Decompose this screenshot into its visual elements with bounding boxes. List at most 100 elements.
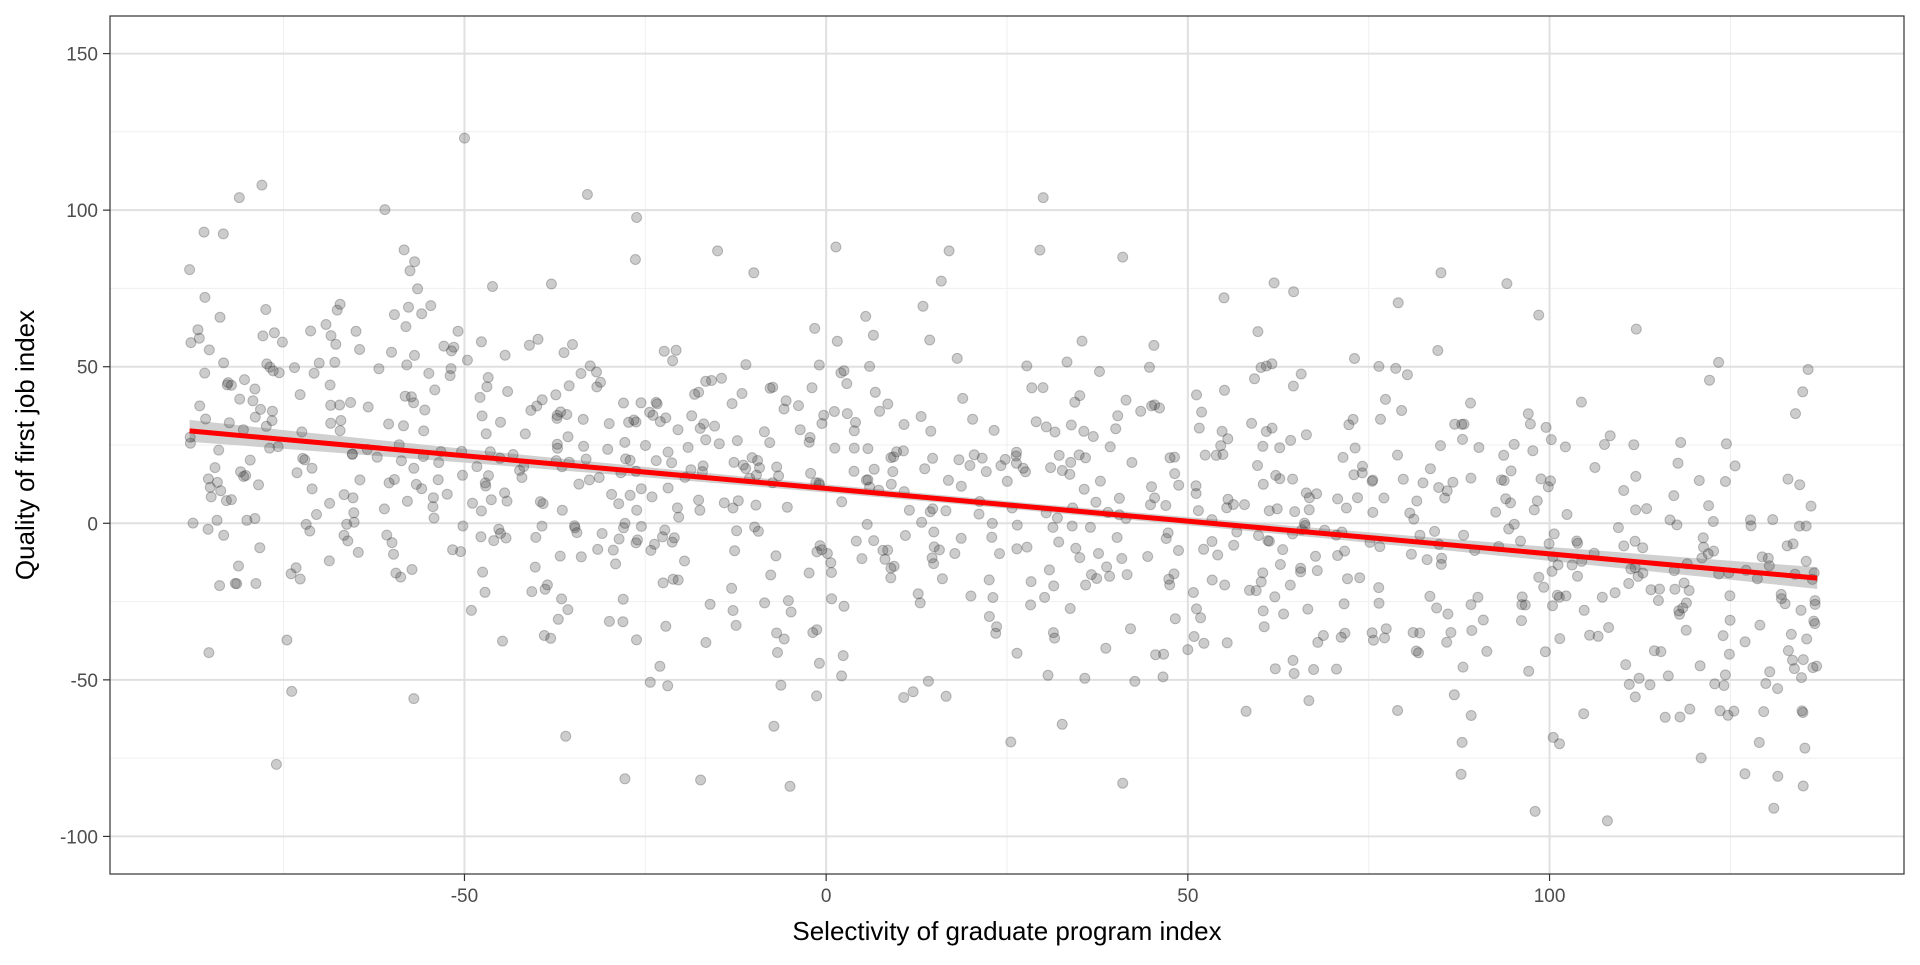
data-point — [619, 773, 631, 785]
data-point — [1380, 623, 1392, 635]
data-point — [860, 310, 872, 322]
data-point — [1407, 627, 1419, 638]
data-point — [525, 404, 537, 416]
data-point — [1465, 599, 1477, 611]
data-point — [514, 464, 526, 476]
data-point — [888, 451, 900, 463]
data-point — [1269, 591, 1281, 603]
data-point — [967, 413, 979, 425]
data-point — [826, 593, 838, 605]
data-point — [752, 525, 764, 537]
data-point — [1100, 642, 1112, 654]
data-point — [1424, 590, 1436, 602]
data-point — [654, 660, 666, 672]
data-point — [1435, 440, 1446, 452]
data-point — [1065, 419, 1077, 431]
data-point — [1308, 664, 1320, 675]
data-point — [877, 544, 889, 556]
data-point — [1529, 805, 1541, 817]
data-point — [448, 341, 460, 353]
data-point — [811, 546, 823, 558]
data-point — [244, 454, 256, 466]
data-point — [994, 548, 1005, 560]
data-point — [1021, 541, 1033, 553]
data-point — [338, 489, 350, 501]
data-point — [631, 504, 643, 516]
data-point — [1620, 659, 1632, 671]
data-point — [654, 416, 666, 428]
data-point — [837, 650, 849, 662]
data-point — [635, 520, 647, 532]
data-point — [1288, 286, 1300, 298]
data-point — [1244, 584, 1255, 596]
data-point — [211, 476, 223, 488]
y-axis: -100 -50 0 50 100 150 — [60, 45, 110, 848]
data-point — [1142, 551, 1154, 562]
data-point — [1445, 627, 1457, 638]
data-point — [1268, 277, 1280, 289]
data-point — [1807, 662, 1819, 674]
data-point — [537, 498, 549, 510]
data-point — [1392, 297, 1404, 309]
data-point — [569, 520, 580, 532]
data-point — [1675, 437, 1687, 448]
data-point — [602, 443, 614, 455]
data-point — [1260, 426, 1272, 437]
data-point — [457, 469, 468, 481]
data-point — [1021, 360, 1033, 372]
data-point — [1269, 663, 1281, 675]
data-point — [1481, 645, 1493, 657]
data-point — [1718, 680, 1730, 691]
data-point — [1257, 605, 1269, 617]
data-point — [1704, 374, 1715, 386]
data-point — [1604, 430, 1616, 442]
data-point — [1037, 192, 1049, 204]
data-point — [862, 474, 874, 486]
data-point — [731, 525, 743, 537]
data-point — [388, 548, 399, 560]
data-point — [1775, 588, 1787, 600]
data-point — [606, 488, 618, 500]
data-point — [334, 298, 346, 310]
x-tick-label: 100 — [1534, 886, 1566, 907]
data-point — [1017, 462, 1029, 474]
data-point — [592, 543, 604, 555]
data-point — [345, 397, 357, 408]
data-point — [831, 335, 843, 347]
data-point — [341, 518, 353, 530]
data-point — [1559, 441, 1571, 453]
data-point — [1527, 445, 1539, 457]
data-point — [1367, 474, 1379, 486]
data-point — [1465, 710, 1477, 721]
data-point — [1508, 438, 1520, 450]
data-point — [933, 544, 945, 556]
data-point — [1262, 535, 1274, 547]
data-point — [1048, 580, 1060, 592]
data-point — [1182, 644, 1194, 656]
data-point — [519, 428, 531, 440]
data-point — [200, 413, 212, 425]
data-point — [712, 245, 724, 257]
data-point — [1295, 368, 1307, 380]
data-point — [552, 613, 564, 625]
data-point — [660, 620, 672, 632]
data-point — [1113, 492, 1125, 504]
data-point — [1338, 598, 1350, 610]
data-point — [591, 381, 603, 393]
data-point — [286, 685, 298, 697]
data-point — [1767, 514, 1779, 526]
data-point — [784, 780, 796, 792]
data-point — [1252, 326, 1264, 338]
data-point — [205, 491, 217, 503]
data-point — [562, 431, 574, 443]
data-point — [325, 330, 337, 342]
data-point — [630, 537, 642, 549]
data-point — [571, 527, 583, 539]
data-point — [835, 367, 847, 379]
data-point — [1192, 505, 1204, 517]
data-point — [1240, 705, 1252, 717]
data-point — [1206, 536, 1218, 547]
data-point — [1356, 467, 1368, 479]
data-point — [1222, 493, 1234, 505]
